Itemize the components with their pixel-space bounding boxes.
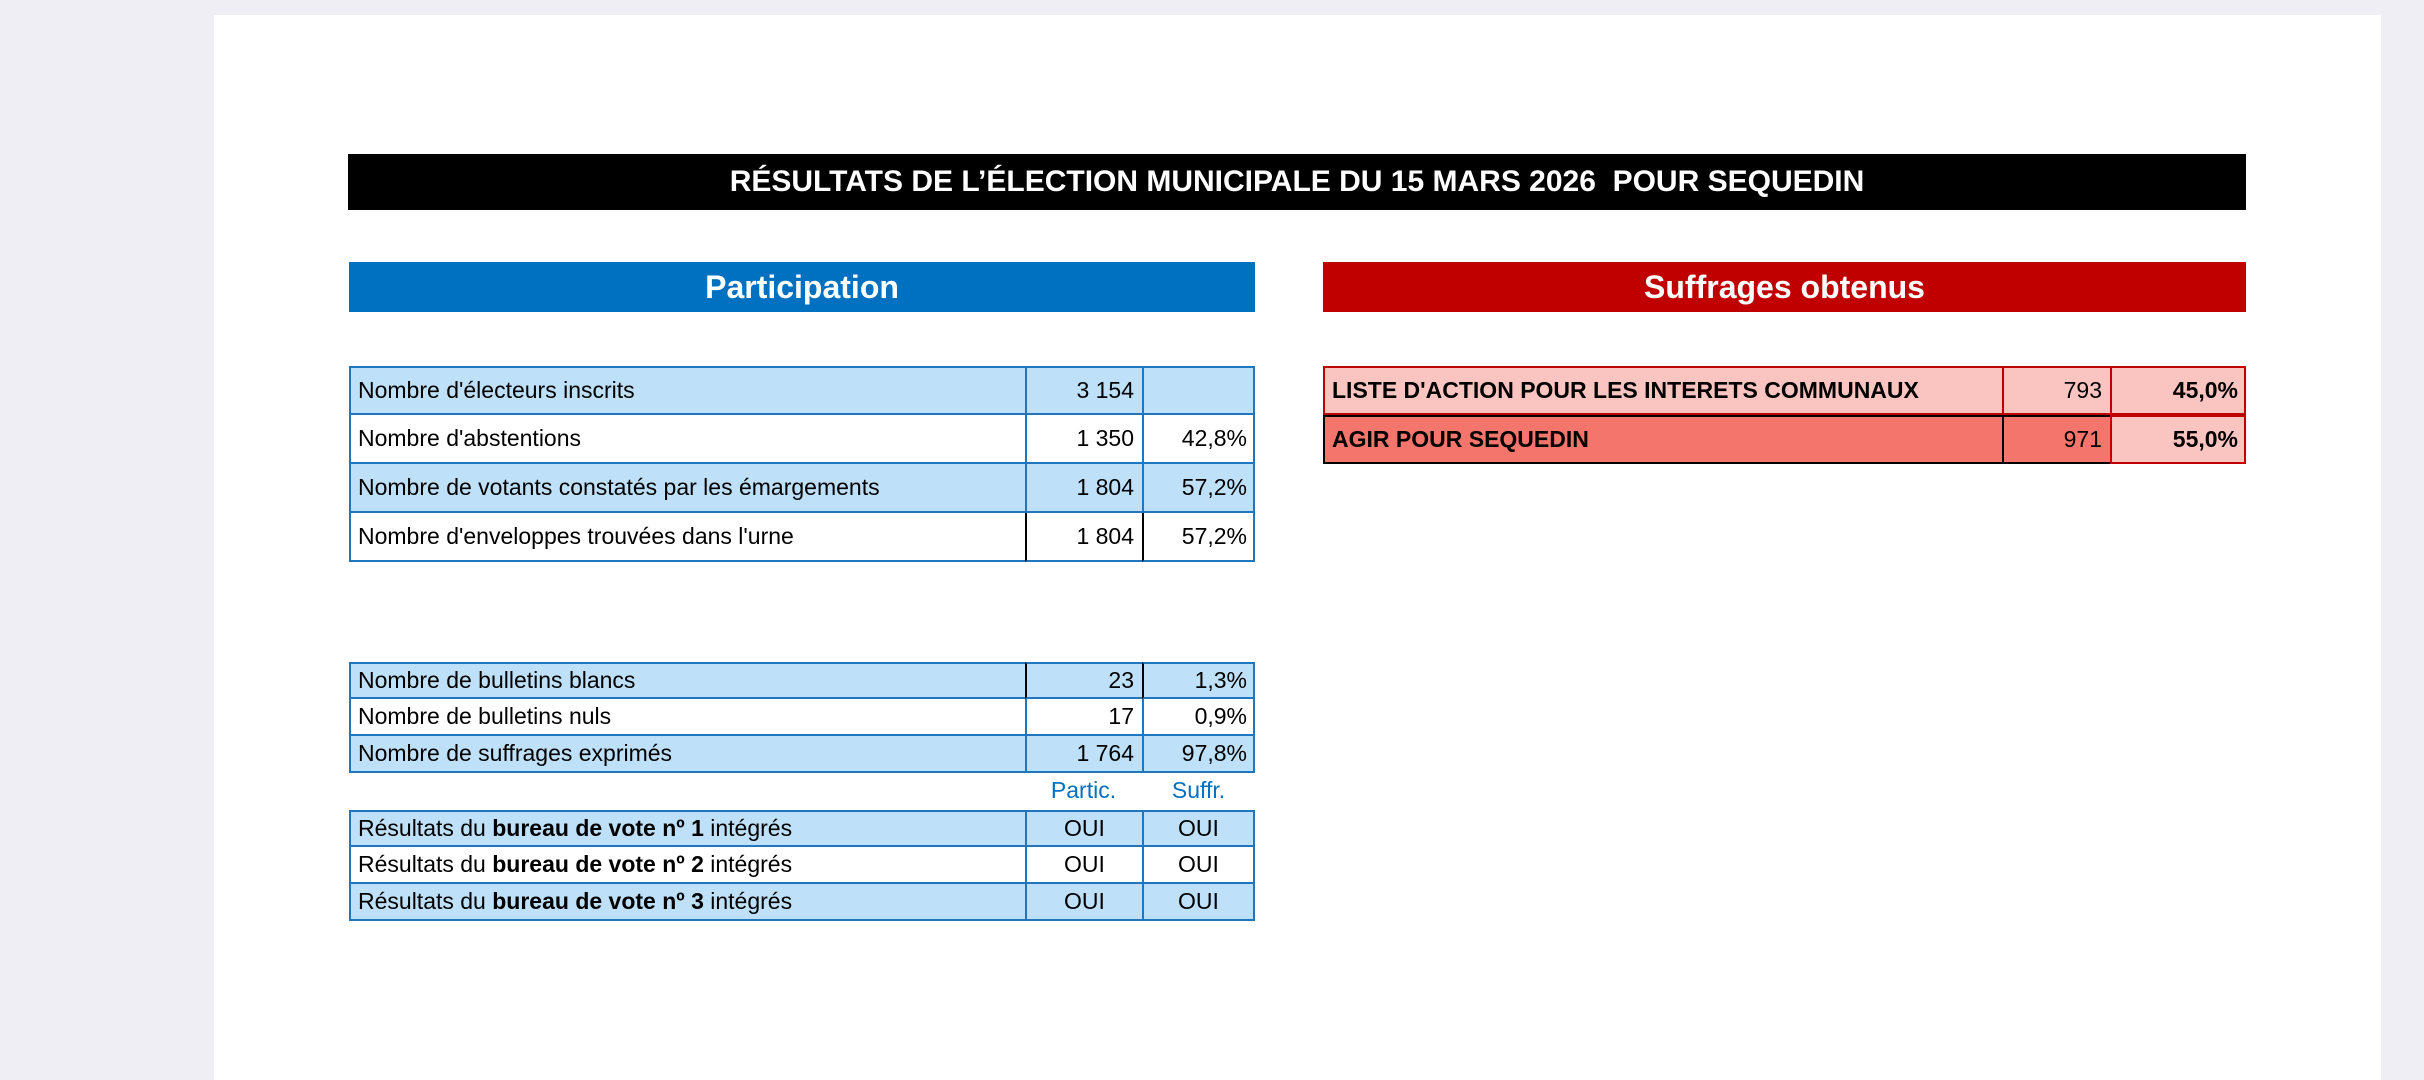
list-name-cell: AGIR POUR SEQUEDIN [1323, 415, 2002, 464]
table-cell-pct: 97,8% [1142, 736, 1255, 773]
table-cell-value: 1 350 [1025, 415, 1142, 464]
table-cell-value: 1 764 [1025, 736, 1142, 773]
bureau-label-prefix: Résultats du [358, 851, 493, 877]
table-cell-label: Nombre d'enveloppes trouvées dans l'urne [349, 513, 1025, 562]
bureau-label-suffix: intégrés [703, 851, 793, 877]
table-cell-label: Résultats du bureau de vote nº 3 intégré… [349, 884, 1025, 921]
page-title: RÉSULTATS DE L’ÉLECTION MUNICIPALE DU 15… [348, 154, 2246, 210]
bureau-label-prefix: Résultats du [358, 815, 493, 841]
bureau-suffr-status: OUI [1142, 884, 1255, 921]
table-cell-pct: 1,3% [1142, 662, 1255, 699]
table-cell-label: Nombre de suffrages exprimés [349, 736, 1025, 773]
table-cell-pct: 57,2% [1142, 464, 1255, 513]
bureau-label-bold: bureau de vote nº 1 [492, 815, 704, 841]
table-cell-pct: 0,9% [1142, 699, 1255, 736]
bureau-suffr-status: OUI [1142, 847, 1255, 884]
table-cell-label: Résultats du bureau de vote nº 1 intégré… [349, 810, 1025, 847]
bureaux-table: Résultats du bureau de vote nº 1 intégré… [349, 810, 1255, 921]
table-cell-value: 17 [1025, 699, 1142, 736]
suffrages-section-header: Suffrages obtenus [1323, 262, 2246, 312]
bureau-label-suffix: intégrés [703, 888, 793, 914]
suffrages-table: LISTE D'ACTION POUR LES INTERETS COMMUNA… [1323, 366, 2246, 464]
votes-cell: 971 [2002, 415, 2110, 464]
table-cell-value: 1 804 [1025, 464, 1142, 513]
bureau-label-prefix: Résultats du [358, 888, 493, 914]
table-cell-pct: 42,8% [1142, 415, 1255, 464]
table-cell-label: Nombre de bulletins blancs [349, 662, 1025, 699]
bureau-label-bold: bureau de vote nº 2 [492, 851, 704, 877]
table-cell-label: Nombre de votants constatés par les émar… [349, 464, 1025, 513]
table-cell-value: 1 804 [1025, 513, 1142, 562]
bureau-label-bold: bureau de vote nº 3 [492, 888, 704, 914]
page-title-text: RÉSULTATS DE L’ÉLECTION MUNICIPALE DU 15… [729, 165, 1865, 198]
bureau-partic-status: OUI [1025, 810, 1142, 847]
votes-cell: 793 [2002, 366, 2110, 415]
column-header-partic: Partic. [1050, 777, 1117, 803]
table-cell-value: 3 154 [1025, 366, 1142, 415]
pct-cell: 45,0% [2110, 366, 2246, 415]
table-cell-pct: 57,2% [1142, 513, 1255, 562]
suffrages-header-label: Suffrages obtenus [1644, 268, 1925, 305]
bureau-suffr-status: OUI [1142, 810, 1255, 847]
bureau-partic-status: OUI [1025, 847, 1142, 884]
participation-header-label: Participation [705, 268, 899, 305]
table-cell-label: Résultats du bureau de vote nº 2 intégré… [349, 847, 1025, 884]
column-header-suffr: Suffr. [1171, 777, 1226, 803]
table-cell-label: Nombre de bulletins nuls [349, 699, 1025, 736]
participation-table: Nombre d'électeurs inscrits 3 154 Nombre… [349, 366, 1255, 562]
bulletins-table: Nombre de bulletins blancs 23 1,3% Nombr… [349, 662, 1255, 773]
pct-cell: 55,0% [2110, 415, 2246, 464]
participation-section-header: Participation [349, 262, 1255, 312]
list-name-cell: LISTE D'ACTION POUR LES INTERETS COMMUNA… [1323, 366, 2002, 415]
table-cell-pct [1142, 366, 1255, 415]
bureau-partic-status: OUI [1025, 884, 1142, 921]
table-cell-value: 23 [1025, 662, 1142, 699]
bureau-label-suffix: intégrés [703, 815, 793, 841]
table-cell-label: Nombre d'abstentions [349, 415, 1025, 464]
table-cell-label: Nombre d'électeurs inscrits [349, 366, 1025, 415]
